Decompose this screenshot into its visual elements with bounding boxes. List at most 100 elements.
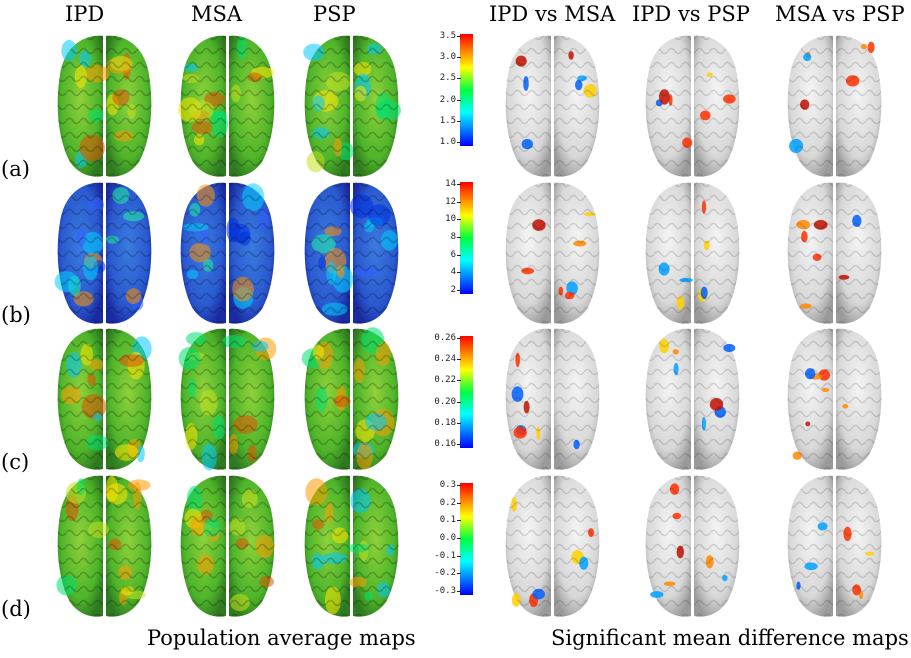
gyri-texture	[106, 475, 152, 617]
gyri-texture	[836, 182, 882, 324]
header-ipd-vs-msa: IPD vs MSA	[489, 2, 616, 26]
colorbar-d-tick-mark	[457, 520, 461, 522]
colorbar-c-tick-mark	[457, 338, 461, 339]
brain-map-c-ipd-vs-msa	[505, 328, 600, 470]
brain-map-a-ipd-vs-msa	[505, 35, 600, 177]
gyri-texture	[554, 475, 600, 617]
gyri-texture	[229, 475, 275, 617]
gyri-texture	[787, 328, 833, 470]
colorbar-b-tick-label: 8	[450, 232, 456, 242]
brain-map-c-ipd-vs-psp	[645, 328, 740, 470]
brain-map-c-ipd	[57, 328, 152, 470]
gyri-texture	[505, 35, 551, 177]
brain-map-b-ipd-vs-msa	[505, 182, 600, 324]
gyri-texture	[836, 475, 882, 617]
gyri-texture	[645, 182, 691, 324]
gyri-texture	[554, 182, 600, 324]
gyri-texture	[229, 35, 275, 177]
gyri-texture	[694, 475, 740, 617]
gyri-texture	[836, 35, 882, 177]
gyri-texture	[304, 182, 350, 324]
brain-map-a-ipd	[57, 35, 152, 177]
colorbar-b-tick-label: 6	[450, 249, 456, 260]
gyri-texture	[645, 35, 691, 177]
brain-map-b-msa-vs-psp	[787, 182, 882, 324]
colorbar-a-tick-label: 3.0	[439, 52, 456, 63]
gyri-texture	[787, 182, 833, 324]
header-msa: MSA	[191, 2, 243, 26]
colorbar-c-tick-label: 0.16	[434, 439, 456, 449]
gyri-texture	[106, 35, 152, 177]
brain-map-c-msa	[178, 328, 277, 471]
colorbar-b-tick-label: 10	[445, 214, 456, 225]
gyri-texture	[304, 328, 350, 470]
colorbar-b-tick-mark	[457, 201, 461, 203]
colorbar-c-tick-mark	[457, 422, 461, 424]
colorbar-b-tick-label: 14	[445, 179, 456, 189]
brain-map-d-ipd-vs-msa	[505, 475, 600, 617]
gyri-texture	[57, 182, 103, 324]
brain-map-d-ipd-vs-psp	[645, 475, 740, 617]
brain-map-b-msa	[180, 182, 275, 324]
gyri-texture	[180, 182, 226, 324]
gyri-texture	[180, 35, 226, 177]
colorbar-a-tick-label: 2.5	[439, 73, 456, 84]
brain-map-c-msa-vs-psp	[787, 328, 882, 470]
brain-map-a-ipd-vs-psp	[645, 35, 740, 177]
gyri-texture	[694, 35, 740, 177]
colorbar-d	[460, 483, 473, 595]
gyri-texture	[787, 475, 833, 617]
header-msa-vs-psp: MSA vs PSP	[775, 2, 905, 26]
colorbar-a-tick-label: 3.5	[439, 31, 456, 41]
header-ipd: IPD	[65, 2, 105, 26]
colorbar-b-tick-mark	[457, 254, 461, 256]
gyri-texture	[353, 182, 399, 324]
gyri-texture	[304, 35, 350, 177]
brain-map-c-psp	[301, 327, 399, 470]
colorbar-d-tick-label: 0.3	[439, 480, 456, 490]
colorbar-c-tick-mark	[457, 359, 461, 361]
colorbar-c-tick-label: 0.20	[434, 396, 456, 407]
gyri-texture	[353, 328, 399, 470]
gyri-texture	[304, 475, 350, 617]
colorbar-b-tick-mark	[457, 184, 461, 185]
colorbar-b-tick-mark	[457, 219, 461, 221]
gyri-texture	[57, 35, 103, 177]
colorbar-d-tick-label: -0.2	[434, 568, 456, 579]
colorbar-a-tick-mark	[457, 78, 461, 80]
gyri-texture	[694, 328, 740, 470]
colorbar-c-tick-mark	[457, 380, 461, 382]
colorbar-c-tick-label: 0.18	[434, 417, 456, 428]
gyri-texture	[787, 35, 833, 177]
footer-significant-difference: Significant mean difference maps	[551, 626, 909, 650]
brain-map-d-ipd	[56, 475, 152, 617]
colorbar-d-tick-mark	[457, 538, 461, 539]
gyri-texture	[554, 35, 600, 177]
gyri-texture	[106, 328, 152, 470]
colorbar-d-tick-label: 0.0	[439, 533, 456, 543]
gyri-texture	[106, 182, 152, 324]
gyri-texture	[57, 328, 103, 470]
brain-map-b-ipd-vs-psp	[645, 182, 740, 324]
colorbar-d-tick-label: 0.1	[439, 515, 456, 526]
header-ipd-vs-psp: IPD vs PSP	[632, 2, 750, 26]
brain-map-a-psp	[303, 35, 401, 177]
colorbar-a-tick-label: 1.0	[439, 137, 456, 147]
colorbar-a-tick-mark	[457, 99, 461, 101]
colorbar-b-tick-label: 2	[450, 285, 456, 295]
gyri-texture	[554, 328, 600, 470]
colorbar-a-tick-mark	[457, 36, 461, 37]
colorbar-a-tick-mark	[457, 142, 461, 143]
row-label-c: (c)	[1, 450, 30, 474]
brain-map-b-psp	[304, 182, 399, 324]
colorbar-d-tick-mark	[457, 573, 461, 575]
colorbar-a-tick-mark	[457, 120, 461, 122]
brain-map-a-msa	[178, 35, 275, 177]
gyri-texture	[353, 475, 399, 617]
gyri-texture	[505, 328, 551, 470]
gyri-texture	[180, 328, 226, 470]
brain-map-b-ipd	[54, 182, 152, 324]
colorbar-b	[460, 182, 473, 294]
colorbar-c-tick-mark	[457, 401, 461, 403]
colorbar-d-tick-mark	[457, 502, 461, 504]
